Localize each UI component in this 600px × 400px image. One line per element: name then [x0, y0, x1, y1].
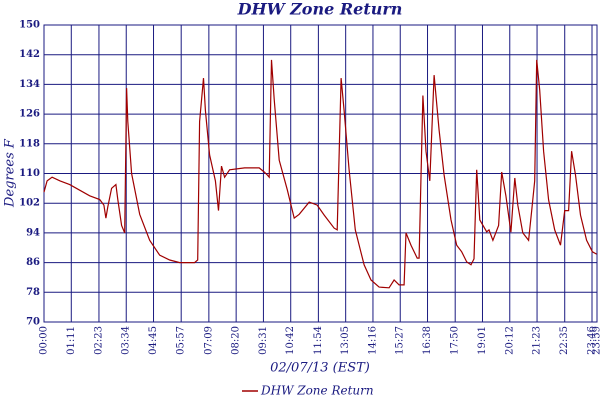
y-tick-label: 110 [19, 168, 40, 179]
x-tick-label: 03:34 [121, 326, 132, 355]
x-tick-label: 19:01 [477, 326, 488, 355]
x-tick-label: 08:20 [231, 326, 242, 355]
y-tick-label: 142 [19, 49, 40, 60]
chart-title: DHW Zone Return [237, 0, 403, 19]
y-tick-label: 86 [26, 257, 40, 268]
x-tick-label: 14:16 [367, 326, 378, 355]
x-tick-label: 01:11 [66, 326, 77, 355]
x-tick-label: 21:23 [532, 326, 543, 355]
y-tick-label: 150 [19, 20, 40, 31]
x-tick-label: 22:35 [559, 326, 570, 355]
x-tick-label: 09:31 [258, 326, 269, 355]
x-tick-label: 23:46 [587, 326, 598, 355]
y-tick-label: 134 [19, 79, 40, 90]
x-tick-label: 17:50 [450, 326, 461, 355]
x-tick-label: 20:12 [504, 326, 515, 355]
data-line [43, 59, 597, 289]
x-tick-label: 16:38 [422, 326, 433, 355]
x-tick-label: 23:59 [592, 326, 600, 355]
y-tick-label: 118 [19, 138, 40, 149]
y-tick-label: 102 [19, 198, 40, 209]
y-tick-label: 94 [26, 227, 40, 238]
x-tick-label: 07:09 [203, 326, 214, 355]
x-tick-label: 00:00 [39, 326, 50, 355]
x-tick-label: 10:42 [285, 326, 296, 355]
x-tick-label: 04:45 [148, 326, 159, 355]
x-tick-label: 13:05 [340, 326, 351, 355]
y-tick-label: 70 [26, 317, 40, 328]
x-tick-label: 11:54 [313, 326, 324, 355]
x-tick-label: 02:23 [93, 326, 104, 355]
x-tick-label: 15:27 [395, 326, 406, 355]
y-tick-label: 78 [26, 287, 40, 298]
legend-label: DHW Zone Return [260, 384, 374, 398]
x-tick-label: 05:57 [176, 326, 187, 355]
plot-border [43, 24, 598, 323]
y-tick-label: 126 [19, 109, 40, 120]
y-axis-title: Degrees F [3, 138, 18, 208]
x-axis-title: 02/07/13 (EST) [270, 361, 370, 376]
